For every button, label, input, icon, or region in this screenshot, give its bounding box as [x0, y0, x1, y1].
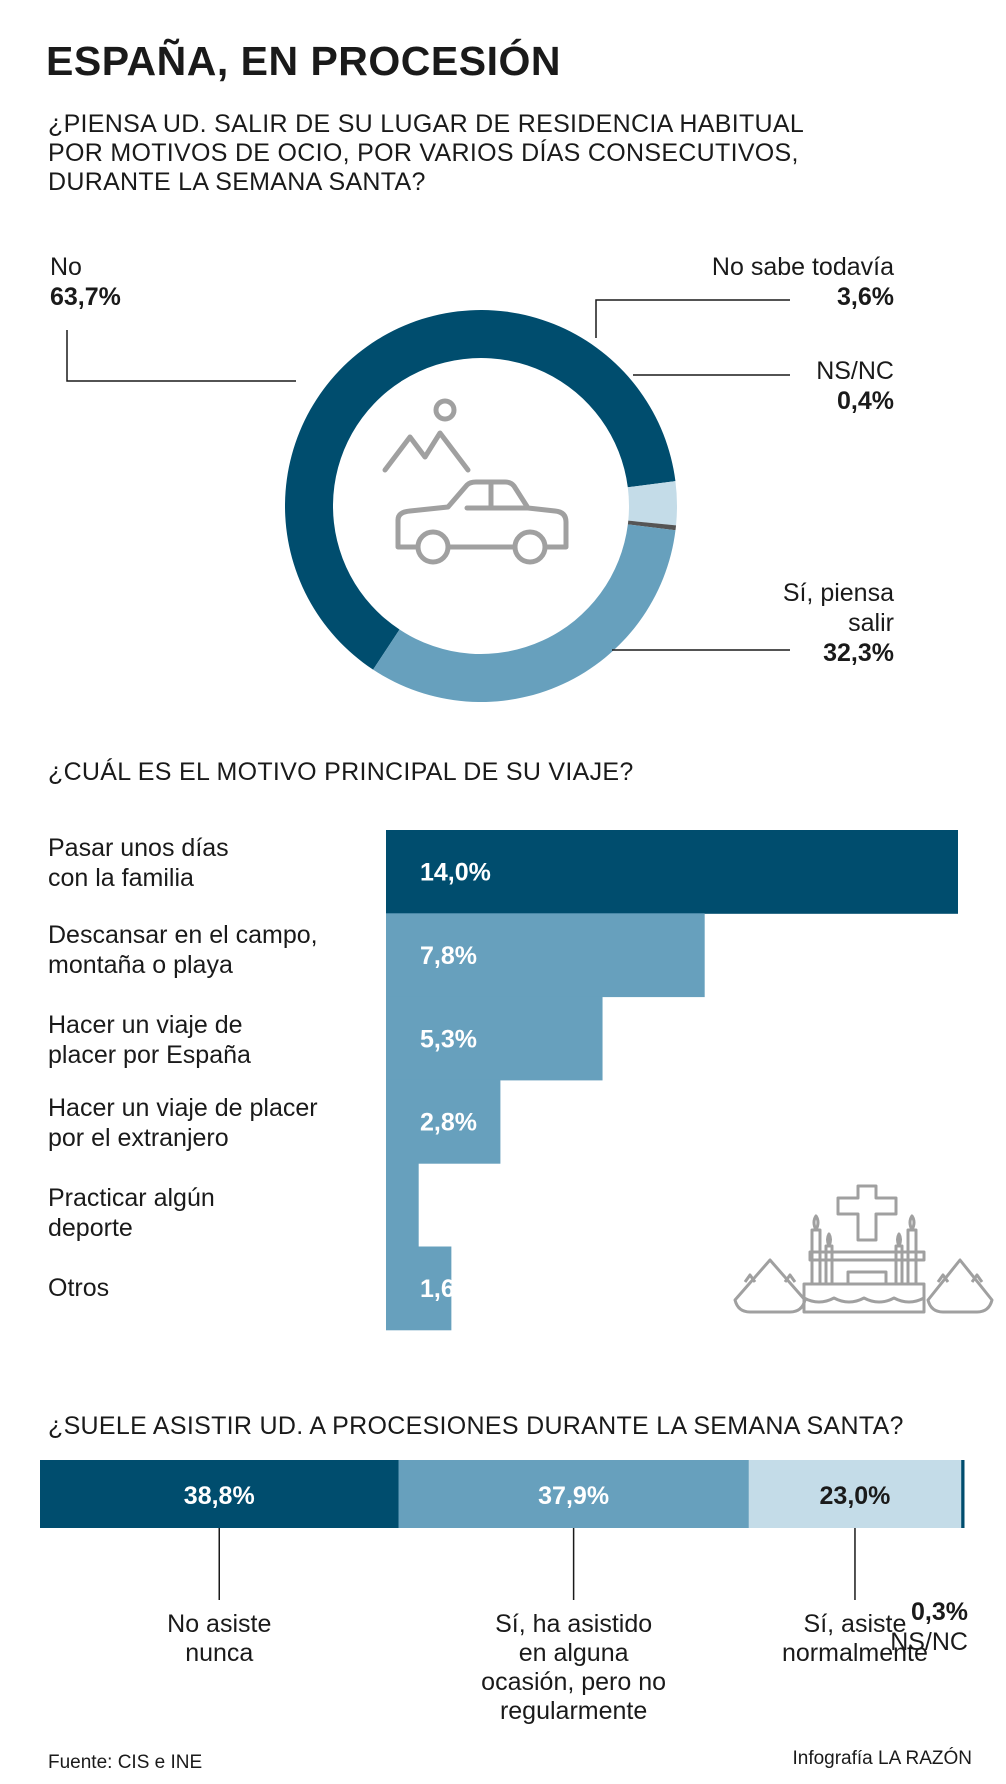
procession-float-icon: [802, 1184, 926, 1314]
page-title: ESPAÑA, EN PROCESIÓN: [46, 38, 561, 84]
stack-segment-no-asiste-nunca: [40, 1460, 400, 1528]
stack-segment-si-asiste-normalmente: [748, 1460, 962, 1528]
bar-category-label: Otros: [48, 1274, 110, 1302]
donut-leader-lines: [66, 299, 790, 651]
stack-segment-si-ha-asistido-en-alguna-ocasion-pero-no-regularmente: [398, 1460, 750, 1528]
bar: [386, 913, 705, 998]
stack-category-label: NS/NC: [890, 1628, 968, 1656]
question-motive: ¿CUÁL ES EL MOTIVO PRINCIPAL DE SU VIAJE…: [48, 758, 634, 786]
donut-label-nsnc-value: 0,4%: [837, 387, 894, 415]
nazareno-hood-icon: [733, 1258, 807, 1314]
donut-label-no-text: No: [50, 253, 82, 281]
donut-label-no-sabe-value: 3,6%: [837, 283, 894, 311]
bar: [386, 1246, 452, 1331]
donut-label-si-text: Sí, piensa salir: [782, 579, 894, 637]
bar-category-label: Descansar en el campo, montaña o playa: [48, 921, 318, 979]
bar-value-label: 1,6%: [420, 1275, 477, 1303]
bar: [386, 996, 603, 1081]
donut-chart: [66, 299, 790, 702]
car-icon: [395, 479, 569, 565]
bar-chart: 14,0% 7,8% 5,3% 2,8% 0,8% 1,6%: [386, 830, 994, 1331]
stack-value-label: 0,3%: [911, 1598, 968, 1626]
bar-value-label: 5,3%: [420, 1025, 477, 1053]
donut-label-si: Sí, piensa salir 32,3%: [783, 578, 894, 668]
donut-label-no-value: 63,7%: [50, 283, 121, 311]
nazareno-hood-icon: [926, 1258, 994, 1314]
donut-slice-si-piensa-salir: [373, 524, 676, 702]
donut-slices: [285, 310, 677, 702]
bar: [386, 830, 958, 914]
donut-slice-no-sabe-todavia: [627, 481, 677, 526]
stack-value-label: 23,0%: [820, 1482, 891, 1510]
donut-label-si-value: 32,3%: [823, 639, 894, 667]
donut-label-no-sabe-text: No sabe todavía: [711, 253, 894, 281]
donut-label-nsnc-text: NS/NC: [816, 357, 894, 385]
bar-value-label: 2,8%: [420, 1109, 477, 1137]
stack-value-label: 38,8%: [184, 1482, 255, 1510]
stack-category-label: No asiste nunca: [167, 1610, 271, 1667]
question-processions: ¿SUELE ASISTIR UD. A PROCESIONES DURANTE…: [48, 1412, 904, 1440]
bar: [386, 1163, 419, 1247]
bar-category-label: Hacer un viaje de placer por España: [48, 1011, 251, 1069]
bar-category-label: Practicar algún deporte: [48, 1184, 215, 1242]
stack-segment-ns-nc: [961, 1460, 965, 1528]
bar: [386, 1079, 501, 1164]
stack-segments: 38,8% No asiste nunca 37,9% Sí, ha asistido e…: [40, 1460, 968, 1725]
leader-line-no-sabe: [595, 299, 790, 338]
stack-category-label: Sí, ha asistido en alguna ocasión, pero no…: [481, 1610, 666, 1725]
donut-label-no-sabe: No sabe todavía 3,6%: [712, 252, 894, 312]
bar-category-label: Hacer un viaje de placer por el extranje…: [48, 1094, 318, 1152]
stacked-bar-chart: 38,8% No asiste nunca 37,9% Sí, ha asistido e…: [40, 1460, 968, 1725]
stack-category-label: Sí, asiste normalmente: [782, 1610, 928, 1667]
stack-value-label: 37,9%: [538, 1482, 609, 1510]
credit-note: Infografía LA RAZÓN: [792, 1748, 972, 1769]
bars: 14,0% 7,8% 5,3% 2,8% 0,8% 1,6%: [386, 830, 958, 1331]
mountain-sun-icon: [382, 398, 471, 473]
bar-value-label: 14,0%: [420, 859, 491, 887]
source-note: Fuente: CIS e INE: [48, 1752, 203, 1773]
leader-line-no: [66, 330, 296, 382]
question-travel: ¿PIENSA UD. SALIR DE SU LUGAR DE RESIDEN…: [48, 110, 805, 196]
bar-category-label: Pasar unos días con la familia: [48, 834, 229, 892]
donut-label-nsnc: NS/NC 0,4%: [816, 356, 894, 416]
donut-slice-ns-nc: [627, 520, 677, 531]
donut-label-no: No 63,7%: [50, 252, 121, 312]
bar-value-label: 0,8%: [420, 1192, 477, 1220]
bar-value-label: 7,8%: [420, 942, 477, 970]
